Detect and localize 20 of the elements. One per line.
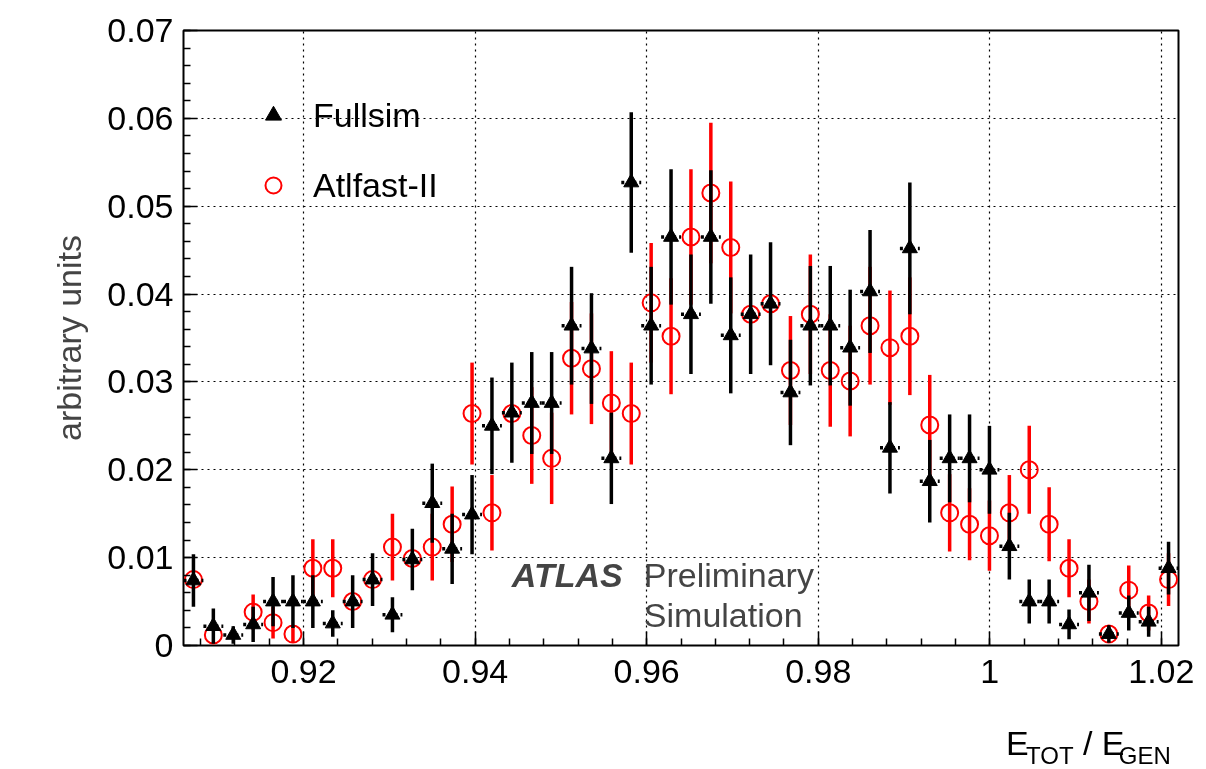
y-tick-label: 0.05 [107,186,174,225]
annotation: ATLAS [510,555,623,594]
y-tick-label: 0.04 [107,274,174,313]
y-tick-label: 0.06 [107,98,174,137]
legend-label: Fullsim [313,95,421,135]
y-axis-title: arbitrary units [50,235,89,441]
x-tick-label: 0.94 [442,651,509,690]
y-tick-label: 0 [154,626,174,664]
legend-label: Atlfast-II [313,165,438,205]
x-tick-label: 0.96 [613,651,680,690]
x-tick-label: 0.98 [785,651,852,690]
y-tick-label: 0.03 [107,362,174,401]
y-tick-label: 0.01 [107,538,174,577]
x-tick-label: 1 [980,651,1000,690]
y-tick-label: 0.02 [107,450,174,489]
annotation: Preliminary [643,555,814,594]
x-tick-label: 0.92 [270,651,337,690]
y-tick-label: 0.07 [107,11,174,49]
annotation: Simulation [643,595,803,634]
x-tick-label: 1.02 [1128,651,1195,690]
